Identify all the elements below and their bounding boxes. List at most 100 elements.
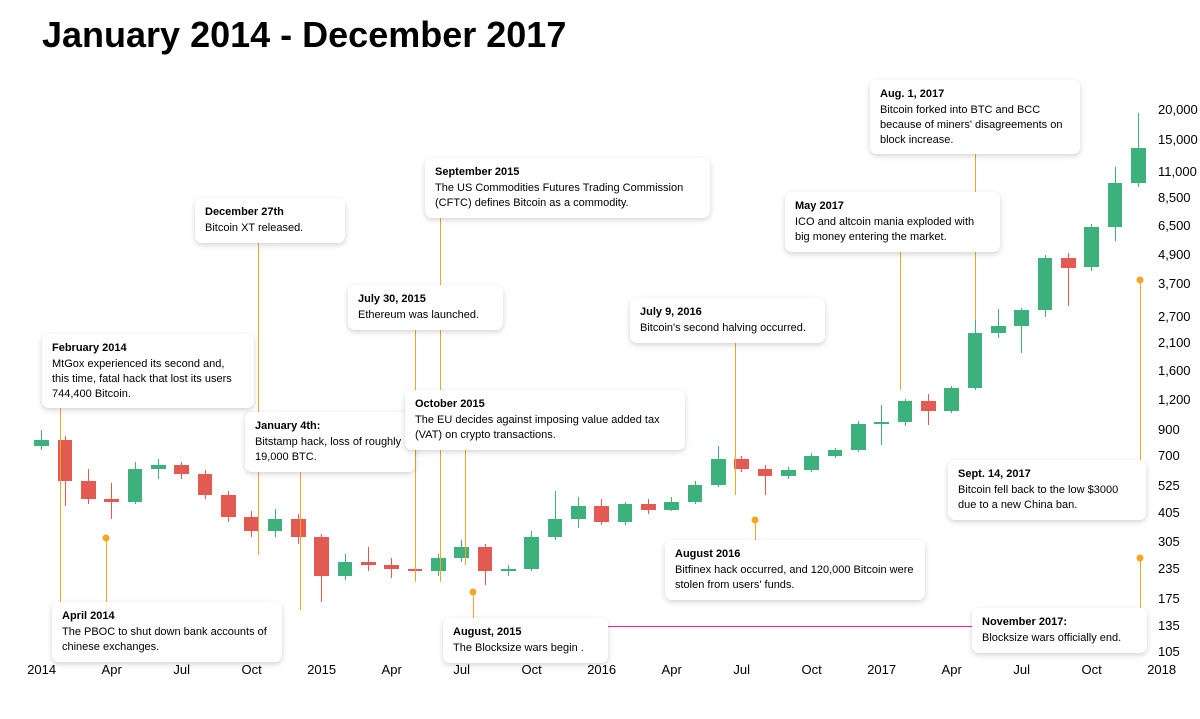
candle-body bbox=[34, 440, 48, 446]
candle-body bbox=[1084, 227, 1098, 268]
candle-body bbox=[431, 558, 445, 571]
candle-body bbox=[688, 485, 702, 502]
annotation-text: Ethereum was launched. bbox=[358, 309, 479, 321]
annotation-connector bbox=[900, 240, 901, 390]
annotation-title: Aug. 1, 2017 bbox=[880, 87, 1070, 102]
annotation-text: MtGox experienced its second and, this t… bbox=[52, 358, 232, 400]
candle-wick bbox=[158, 459, 159, 479]
candle-body bbox=[968, 333, 982, 388]
y-tick-label: 8,500 bbox=[1158, 190, 1191, 205]
annotation-text: The Blocksize wars begin . bbox=[453, 642, 584, 654]
candle-body bbox=[1131, 148, 1145, 182]
annotation-dot bbox=[752, 517, 759, 524]
candle-wick bbox=[881, 405, 882, 445]
annotation-title: April 2014 bbox=[62, 609, 272, 624]
candle-wick bbox=[368, 547, 369, 571]
candle-body bbox=[758, 469, 772, 476]
candle-body bbox=[221, 495, 235, 516]
annotation-text: Blocksize wars officially end. bbox=[982, 632, 1121, 644]
annotation-title: July 30, 2015 bbox=[358, 292, 493, 307]
candle-body bbox=[851, 424, 865, 451]
candle-body bbox=[664, 502, 678, 510]
annotation-callout: February 2014 MtGox experienced its secon… bbox=[42, 334, 254, 408]
y-tick-label: 3,700 bbox=[1158, 276, 1191, 291]
annotation-title: December 27th bbox=[205, 205, 335, 220]
x-tick-label: Jul bbox=[173, 662, 190, 677]
annotation-callout: August 2016Bitfinex hack occurred, and 1… bbox=[665, 540, 925, 600]
x-tick-label: Apr bbox=[102, 662, 122, 677]
annotation-callout: July 9, 2016Bitcoin's second halving occ… bbox=[630, 298, 825, 343]
annotation-dot bbox=[103, 535, 110, 542]
annotation-callout: May 2017ICO and altcoin mania exploded w… bbox=[785, 192, 1000, 252]
y-tick-label: 4,900 bbox=[1158, 247, 1191, 262]
annotation-callout: Sept. 14, 2017Bitcoin fell back to the l… bbox=[948, 460, 1146, 520]
annotation-connector bbox=[60, 385, 61, 635]
candle-body bbox=[128, 469, 142, 502]
annotation-title: November 2017: bbox=[982, 615, 1137, 630]
y-tick-label: 700 bbox=[1158, 448, 1180, 463]
candle-body bbox=[874, 422, 888, 424]
annotation-callout: August, 2015 The Blocksize wars begin . bbox=[443, 618, 608, 663]
y-tick-label: 15,000 bbox=[1158, 132, 1198, 147]
candle-body bbox=[314, 537, 328, 576]
x-tick-label: Jul bbox=[453, 662, 470, 677]
annotation-title: August 2016 bbox=[675, 547, 915, 562]
x-tick-label: Apr bbox=[382, 662, 402, 677]
candle-body bbox=[991, 326, 1005, 334]
y-tick-label: 900 bbox=[1158, 422, 1180, 437]
x-tick-label: Oct bbox=[1082, 662, 1102, 677]
y-tick-label: 235 bbox=[1158, 561, 1180, 576]
candle-body bbox=[478, 547, 492, 571]
annotation-dot bbox=[1137, 555, 1144, 562]
annotation-title: September 2015 bbox=[435, 165, 700, 180]
annotation-callout: Aug. 1, 2017Bitcoin forked into BTC and … bbox=[870, 80, 1080, 154]
annotation-title: October 2015 bbox=[415, 397, 675, 412]
candle-body bbox=[618, 504, 632, 522]
x-tick-label: Oct bbox=[242, 662, 262, 677]
y-tick-label: 405 bbox=[1158, 505, 1180, 520]
annotation-callout: January 4th: Bitstamp hack, loss of rough… bbox=[245, 412, 415, 472]
y-tick-label: 20,000 bbox=[1158, 102, 1198, 117]
candle-body bbox=[804, 456, 818, 470]
candle-body bbox=[1108, 183, 1122, 227]
annotation-text: Bitcoin XT released. bbox=[205, 222, 303, 234]
annotation-text: The PBOC to shut down bank accounts of c… bbox=[62, 626, 267, 653]
annotation-connector bbox=[300, 462, 301, 610]
x-tick-label: Oct bbox=[522, 662, 542, 677]
x-tick-label: 2018 bbox=[1147, 662, 1176, 677]
y-tick-label: 305 bbox=[1158, 534, 1180, 549]
candle-body bbox=[548, 519, 562, 537]
y-tick-label: 525 bbox=[1158, 478, 1180, 493]
candle-body bbox=[338, 562, 352, 575]
annotation-title: February 2014 bbox=[52, 341, 244, 356]
annotation-title: January 4th: bbox=[255, 419, 405, 434]
annotation-text: The US Commodities Futures Trading Commi… bbox=[435, 182, 683, 209]
candle-body bbox=[571, 506, 585, 519]
annotation-dot bbox=[1137, 277, 1144, 284]
x-tick-label: Apr bbox=[662, 662, 682, 677]
y-tick-label: 1,200 bbox=[1158, 392, 1191, 407]
annotation-text: Bitcoin fell back to the low $3000 due t… bbox=[958, 484, 1118, 511]
y-tick-label: 2,700 bbox=[1158, 309, 1191, 324]
y-tick-label: 105 bbox=[1158, 644, 1180, 659]
x-tick-label: 2016 bbox=[587, 662, 616, 677]
candle-body bbox=[594, 506, 608, 522]
annotation-title: May 2017 bbox=[795, 199, 990, 214]
annotation-dot bbox=[470, 589, 477, 596]
annotation-connector bbox=[465, 440, 466, 565]
x-tick-label: Jul bbox=[1013, 662, 1030, 677]
candle-body bbox=[291, 519, 305, 537]
candle-body bbox=[1038, 258, 1052, 310]
candle-body bbox=[198, 474, 212, 495]
candle-body bbox=[828, 450, 842, 456]
annotation-callout: April 2014 The PBOC to shut down bank acc… bbox=[52, 602, 282, 662]
annotation-callout: October 2015The EU decides against impos… bbox=[405, 390, 685, 450]
annotation-title: August, 2015 bbox=[453, 625, 598, 640]
annotation-text: Bitstamp hack, loss of roughly 19,000 BT… bbox=[255, 436, 401, 463]
y-tick-label: 11,000 bbox=[1158, 164, 1197, 179]
candle-body bbox=[454, 547, 468, 558]
x-tick-label: 2015 bbox=[307, 662, 336, 677]
candle-body bbox=[151, 465, 165, 468]
candle-body bbox=[944, 388, 958, 411]
annotation-connector bbox=[473, 592, 474, 618]
